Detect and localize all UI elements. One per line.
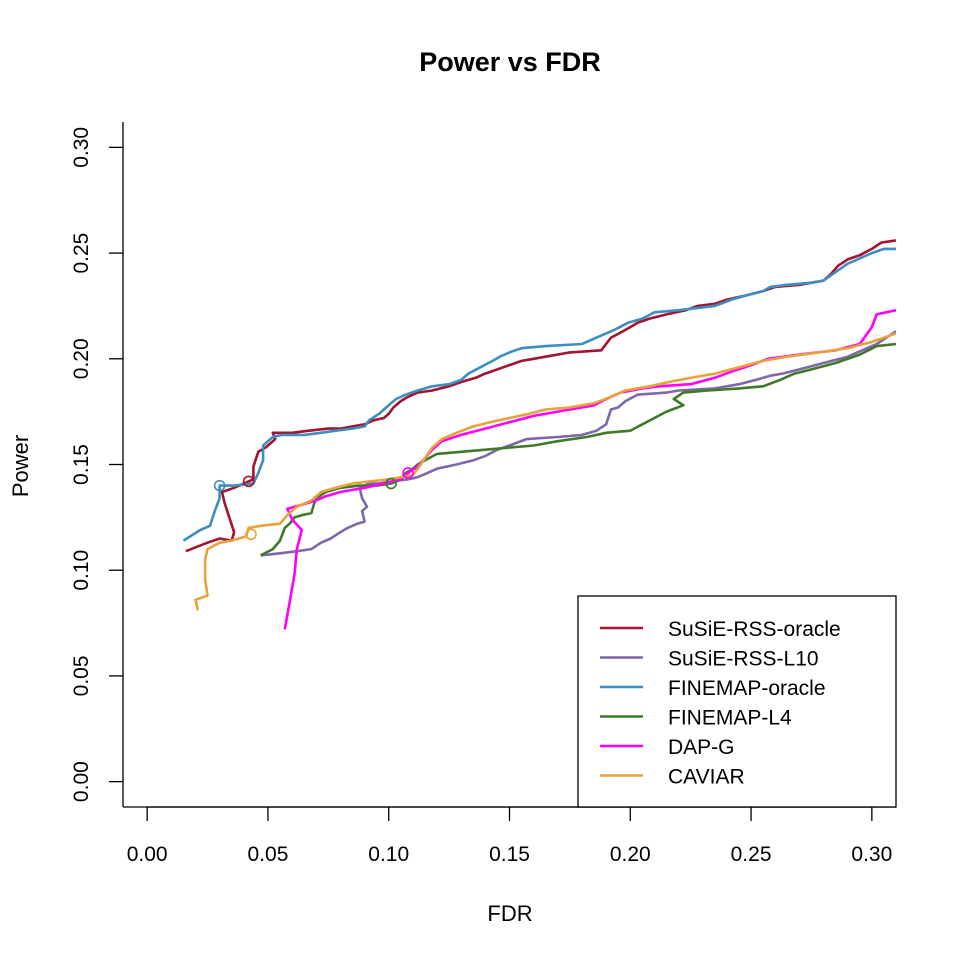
y-axis: 0.00 0.05 0.10 0.15 0.20 0.25 0.30: [70, 127, 123, 802]
series-line-finemap-oracle: [182, 247, 896, 542]
y-tick-label: 0.20: [70, 338, 93, 379]
x-tick-label: 0.25: [731, 843, 772, 866]
y-tick-label: 0.30: [70, 127, 93, 168]
x-axis-label: FDR: [487, 901, 532, 926]
series-marker-finemap-oracle: [213, 479, 226, 492]
y-tick-label: 0.10: [70, 550, 93, 591]
y-tick-label: 0.15: [70, 444, 93, 485]
legend: SuSiE-RSS-oracle SuSiE-RSS-L10 FINEMAP-ora…: [577, 595, 897, 808]
legend-label-dap-g: DAP-G: [668, 736, 735, 759]
marker-layer: [213, 467, 414, 541]
legend-label-finemap-oracle: FINEMAP-oracle: [668, 677, 826, 700]
chart-title: Power vs FDR: [419, 47, 601, 77]
series-marker-caviar: [245, 528, 257, 541]
legend-label-susie-rss-l10: SuSiE-RSS-L10: [668, 648, 819, 671]
series-line-susie-rss-l10: [260, 330, 896, 557]
x-tick-label: 0.30: [851, 843, 892, 866]
x-tick-label: 0.15: [489, 843, 530, 866]
legend-label-finemap-l4: FINEMAP-L4: [668, 707, 792, 730]
series-layer: [182, 239, 896, 630]
x-axis: 0.00 0.05 0.10 0.15 0.20 0.25 0.30: [127, 806, 892, 866]
series-marker-dap-g: [402, 467, 414, 479]
series-line-dap-g: [283, 308, 896, 630]
y-tick-label: 0.05: [70, 655, 93, 696]
legend-label-caviar: CAVIAR: [668, 766, 745, 789]
y-axis-label: Power: [8, 435, 33, 497]
x-tick-label: 0.00: [127, 843, 168, 866]
y-tick-label: 0.25: [70, 233, 93, 274]
legend-box: [577, 595, 897, 808]
series-marker-susie-rss-oracle: [242, 475, 255, 488]
series-line-susie-rss-oracle: [185, 239, 896, 553]
series-marker-finemap-l4: [385, 477, 397, 490]
y-tick-label: 0.00: [70, 761, 93, 802]
x-tick-label: 0.05: [248, 843, 289, 866]
series-line-caviar: [194, 332, 896, 611]
legend-label-susie-rss-oracle: SuSiE-RSS-oracle: [668, 618, 841, 641]
x-tick-label: 0.10: [368, 843, 409, 866]
series-line-finemap-l4: [260, 342, 896, 557]
x-tick-label: 0.20: [610, 843, 651, 866]
